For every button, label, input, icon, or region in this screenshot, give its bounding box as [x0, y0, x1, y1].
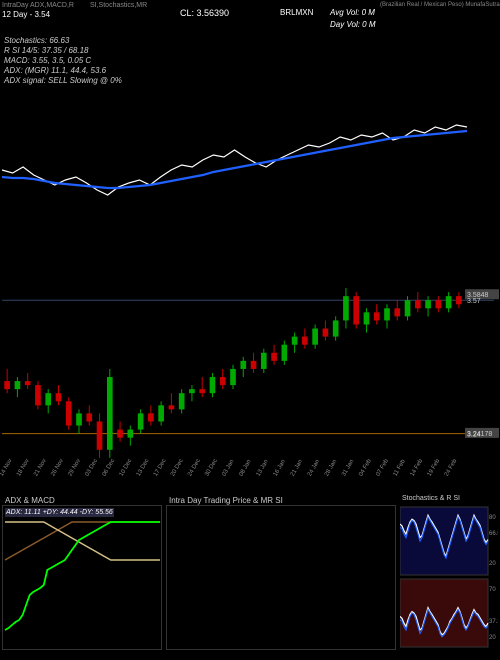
svg-text:24 Feb: 24 Feb: [444, 458, 459, 478]
svg-text:80: 80: [489, 515, 496, 521]
bottom-panels: ADX & MACD ADX: 11.11 +DY: 44.44 -DY: 55…: [0, 495, 500, 655]
svg-text:18 Nov: 18 Nov: [16, 458, 31, 477]
intraday-panel: Intra Day Trading Price & MR SI: [166, 505, 396, 650]
svg-text:37.36: 37.36: [489, 619, 498, 625]
svg-text:20 Dec: 20 Dec: [170, 458, 185, 477]
svg-text:21 Nov: 21 Nov: [33, 458, 48, 477]
line-chart: [0, 0, 500, 270]
svg-text:26 Nov: 26 Nov: [50, 458, 65, 477]
svg-text:04 Feb: 04 Feb: [358, 458, 373, 478]
stoch-rsi-panel: Stochastics & R SI 8066.63207037.3620: [400, 505, 498, 650]
svg-text:30 Dec: 30 Dec: [204, 458, 219, 477]
svg-text:11 Feb: 11 Feb: [392, 458, 407, 477]
svg-text:16 Jan: 16 Jan: [273, 459, 287, 478]
stoch-rsi-label: Stochastics & R SI: [402, 495, 460, 502]
svg-text:29 Nov: 29 Nov: [67, 458, 82, 477]
svg-text:20: 20: [489, 635, 496, 641]
svg-text:08 Jan: 08 Jan: [238, 459, 252, 478]
svg-text:3.57: 3.57: [467, 298, 481, 305]
adx-macd-panel: ADX & MACD ADX: 11.11 +DY: 44.44 -DY: 55…: [2, 505, 162, 650]
svg-text:20: 20: [489, 561, 496, 567]
svg-text:24 Jan: 24 Jan: [307, 459, 321, 478]
candle-chart: 3.58483.573.241783.2414 Nov18 Nov21 Nov2…: [0, 275, 500, 485]
svg-text:66.63: 66.63: [489, 531, 498, 537]
intraday-label: Intra Day Trading Price & MR SI: [169, 496, 283, 505]
adx-macd-label: ADX & MACD: [5, 496, 55, 505]
svg-text:17 Dec: 17 Dec: [153, 458, 168, 477]
svg-text:13 Dec: 13 Dec: [136, 458, 151, 477]
svg-text:24 Dec: 24 Dec: [187, 458, 202, 477]
svg-text:19 Feb: 19 Feb: [427, 458, 442, 478]
svg-text:03 Dec: 03 Dec: [84, 458, 99, 477]
svg-text:13 Jan: 13 Jan: [256, 459, 270, 478]
svg-text:70: 70: [489, 587, 496, 593]
svg-text:06 Dec: 06 Dec: [102, 458, 117, 477]
svg-text:28 Jan: 28 Jan: [324, 459, 338, 478]
svg-text:03 Jan: 03 Jan: [221, 459, 235, 478]
svg-text:3.24: 3.24: [467, 432, 481, 439]
svg-text:21 Jan: 21 Jan: [290, 459, 304, 478]
svg-text:07 Feb: 07 Feb: [375, 458, 390, 478]
svg-text:14 Feb: 14 Feb: [410, 458, 425, 478]
svg-text:10 Dec: 10 Dec: [119, 458, 134, 477]
svg-text:14 Nov: 14 Nov: [0, 458, 14, 477]
svg-text:31 Jan: 31 Jan: [341, 459, 355, 478]
